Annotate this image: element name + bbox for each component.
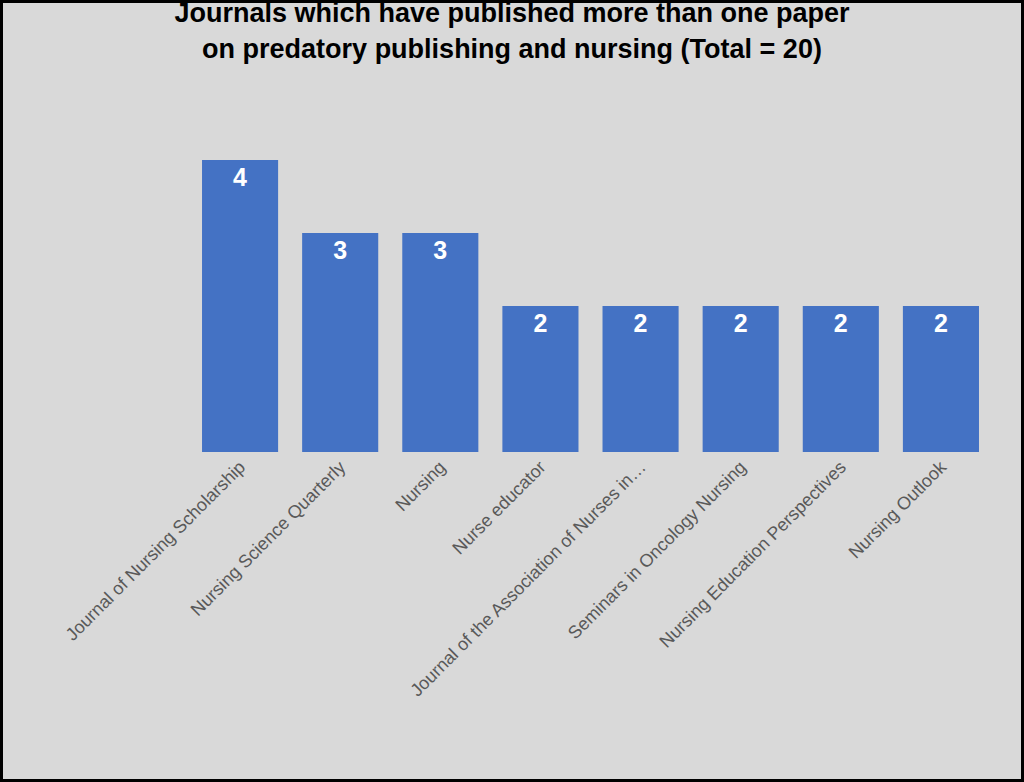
svg-text:2: 2: [734, 309, 748, 337]
svg-text:Seminars in Oncology Nursing: Seminars in Oncology Nursing: [564, 457, 750, 643]
svg-text:2: 2: [533, 309, 547, 337]
svg-text:Nursing Education Perspectives: Nursing Education Perspectives: [655, 457, 850, 652]
svg-text:Nurse educator: Nurse educator: [448, 457, 549, 558]
svg-text:Nursing Outlook: Nursing Outlook: [845, 456, 951, 562]
svg-text:Journal of Nursing Scholarship: Journal of Nursing Scholarship: [62, 457, 249, 644]
svg-text:Nursing: Nursing: [391, 457, 449, 515]
svg-text:2: 2: [834, 309, 848, 337]
svg-text:Journal of the Association of: Journal of the Association of Nurses in…: [406, 457, 649, 700]
svg-text:3: 3: [333, 236, 347, 264]
svg-text:3: 3: [433, 236, 447, 264]
svg-text:Nursing Science Quarterly: Nursing Science Quarterly: [187, 457, 350, 620]
svg-text:2: 2: [634, 309, 648, 337]
svg-text:Journals which have published: Journals which have published more than …: [174, 3, 850, 63]
svg-text:2: 2: [934, 309, 948, 337]
svg-text:4: 4: [233, 163, 247, 191]
